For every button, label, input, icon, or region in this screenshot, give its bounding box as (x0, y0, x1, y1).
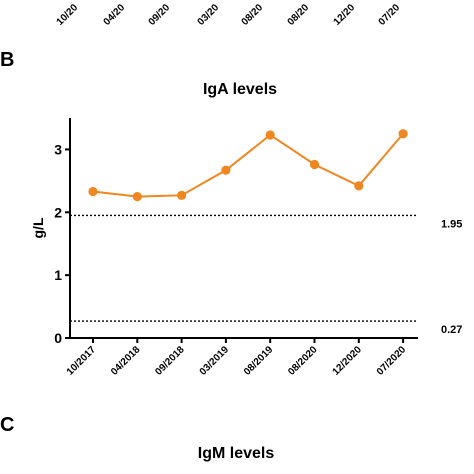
x-tick-label: 08/2020 (286, 344, 320, 378)
y-tick-label: 3 (54, 141, 62, 157)
top-fragment-tick-label: 12/20 (332, 2, 358, 28)
reference-line-label: 0.27 (441, 324, 462, 336)
x-tick-label: 04/2018 (109, 344, 143, 378)
x-tick-label: 03/2019 (198, 344, 232, 378)
top-fragment-tick-label: 08/20 (240, 2, 266, 28)
top-fragment-tick-label: 10/20 (55, 2, 81, 28)
data-point (354, 181, 364, 191)
y-tick-label: 1 (54, 267, 62, 283)
reference-line-label: 1.95 (441, 218, 462, 230)
series-line (92, 133, 404, 198)
panel-letter-c: C (0, 414, 14, 436)
x-tick-label: 12/2020 (331, 344, 365, 378)
top-fragment-tick-label: 04/20 (102, 2, 128, 28)
iga-chart: 0 1 2 3 1.95 0.27 10/2017 04/2018 09/2018 03/2019… (54, 118, 462, 378)
y-tick-label: 0 (54, 330, 62, 346)
y-tick-label: 2 (54, 204, 62, 220)
data-point (309, 159, 320, 170)
top-fragment-tick-label: 09/20 (147, 2, 173, 28)
data-point (88, 186, 98, 197)
top-fragment-tick-label: 03/20 (196, 2, 222, 28)
y-axis-label: g/L (30, 217, 46, 238)
top-fragment-tick-labels: 10/20 04/20 09/20 03/20 08/20 08/20 12/20 07/20 (55, 2, 403, 28)
panel-letter-b: B (0, 49, 14, 71)
top-fragment-tick-label: 07/20 (377, 2, 403, 28)
data-point (132, 191, 142, 202)
data-point (221, 165, 231, 175)
x-tick-label: 10/2017 (65, 344, 99, 378)
top-fragment-tick-label: 08/20 (286, 2, 312, 28)
data-point (177, 190, 187, 200)
x-tick-label: 08/2019 (242, 344, 276, 378)
panel-c-title: IgM levels (198, 445, 275, 462)
chart-title: IgA levels (203, 81, 277, 98)
data-point (265, 130, 275, 140)
x-tick-label: 09/2018 (153, 344, 187, 378)
data-point (398, 129, 408, 139)
x-tick-label: 07/2020 (375, 344, 409, 378)
